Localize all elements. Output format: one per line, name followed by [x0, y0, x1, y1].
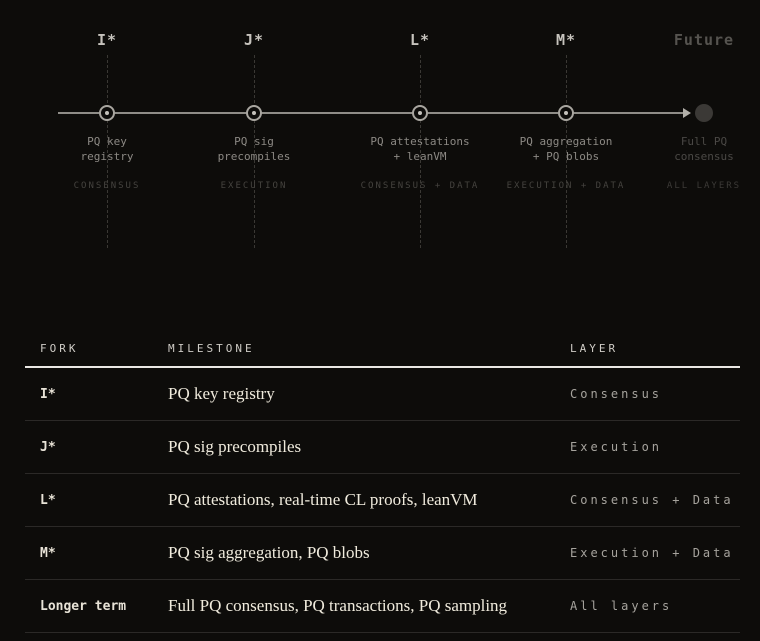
fork-cell: Longer term [40, 598, 127, 614]
timeline-axis-line [58, 112, 686, 114]
layer-cell: All layers [570, 599, 673, 613]
milestone-label: PQ sig precompiles [169, 134, 339, 164]
future-node-icon [695, 104, 713, 122]
header-layer: LAYER [570, 341, 619, 355]
milestone-cell: PQ sig precompiles [168, 437, 302, 456]
layer-cell: Execution + Data [570, 546, 734, 560]
fork-label: L* [409, 31, 431, 49]
fork-label: M* [555, 31, 577, 49]
timeline-arrow-icon [683, 108, 691, 118]
fork-cell: L* [40, 492, 56, 508]
fork-label: J* [243, 31, 265, 49]
milestone-label: PQ attestations + leanVM [335, 134, 505, 164]
timeline-node-l-star: L* PQ attestations + leanVM CONSENSUS + … [335, 0, 505, 330]
milestone-cell: PQ attestations, real-time CL proofs, le… [168, 490, 478, 509]
fork-label: Future [673, 31, 735, 49]
fork-cell: M* [40, 545, 56, 561]
layer-cell: Execution [570, 440, 663, 454]
layer-label: CONSENSUS + DATA [360, 181, 480, 191]
timeline-dashed-line [566, 55, 567, 248]
milestone-label: PQ aggregation + PQ blobs [481, 134, 651, 164]
layer-label: ALL LAYERS [666, 181, 742, 191]
layer-cell: Consensus [570, 387, 663, 401]
table-row: Longer term Full PQ consensus, PQ transa… [25, 580, 740, 633]
timeline-dashed-line [254, 55, 255, 248]
milestone-label-line1: PQ sig [234, 135, 274, 148]
timeline-node-icon [558, 105, 574, 121]
milestone-label-line2: + leanVM [393, 150, 447, 163]
fork-cell: J* [40, 439, 56, 455]
header-fork: FORK [40, 341, 79, 355]
timeline-node-future: Future Full PQ consensus ALL LAYERS [619, 0, 760, 330]
milestone-label-line1: PQ aggregation [519, 135, 613, 148]
layer-label: EXECUTION [220, 181, 288, 191]
milestone-label-line2: consensus [674, 150, 734, 163]
table-row: I* PQ key registry Consensus [25, 368, 740, 421]
layer-cell: Consensus + Data [570, 493, 734, 507]
timeline-node-m-star: M* PQ aggregation + PQ blobs EXECUTION +… [481, 0, 651, 330]
timeline-node-icon [246, 105, 262, 121]
milestone-cell: PQ sig aggregation, PQ blobs [168, 543, 370, 562]
layer-label: EXECUTION + DATA [506, 181, 626, 191]
fork-label: I* [96, 31, 118, 49]
table-row: M* PQ sig aggregation, PQ blobs Executio… [25, 527, 740, 580]
table-row: L* PQ attestations, real-time CL proofs,… [25, 474, 740, 527]
fork-milestone-table: FORK MILESTONE LAYER I* PQ key registry … [25, 330, 740, 633]
fork-timeline: I* PQ key registry CONSENSUS J* PQ sig p… [22, 0, 760, 330]
table-header-row: FORK MILESTONE LAYER [25, 330, 740, 368]
milestone-label: Full PQ consensus [619, 134, 760, 164]
timeline-node-icon [99, 105, 115, 121]
table-row: J* PQ sig precompiles Execution [25, 421, 740, 474]
header-milestone: MILESTONE [168, 341, 255, 355]
milestone-label: PQ key registry [22, 134, 192, 164]
milestone-cell: Full PQ consensus, PQ transactions, PQ s… [168, 596, 508, 615]
milestone-label-line1: PQ key [87, 135, 127, 148]
milestone-label-line2: registry [80, 150, 134, 163]
milestone-label-line2: + PQ blobs [532, 150, 600, 163]
milestone-label-line1: Full PQ [680, 135, 728, 148]
milestone-label-line1: PQ attestations [370, 135, 470, 148]
timeline-dashed-line [420, 55, 421, 248]
timeline-dashed-line [107, 55, 108, 248]
timeline-node-j-star: J* PQ sig precompiles EXECUTION [169, 0, 339, 330]
timeline-node-icon [412, 105, 428, 121]
milestone-label-line2: precompiles [217, 150, 291, 163]
fork-cell: I* [40, 386, 56, 402]
milestone-cell: PQ key registry [168, 384, 275, 403]
layer-label: CONSENSUS [73, 181, 141, 191]
timeline-node-i-star: I* PQ key registry CONSENSUS [22, 0, 192, 330]
